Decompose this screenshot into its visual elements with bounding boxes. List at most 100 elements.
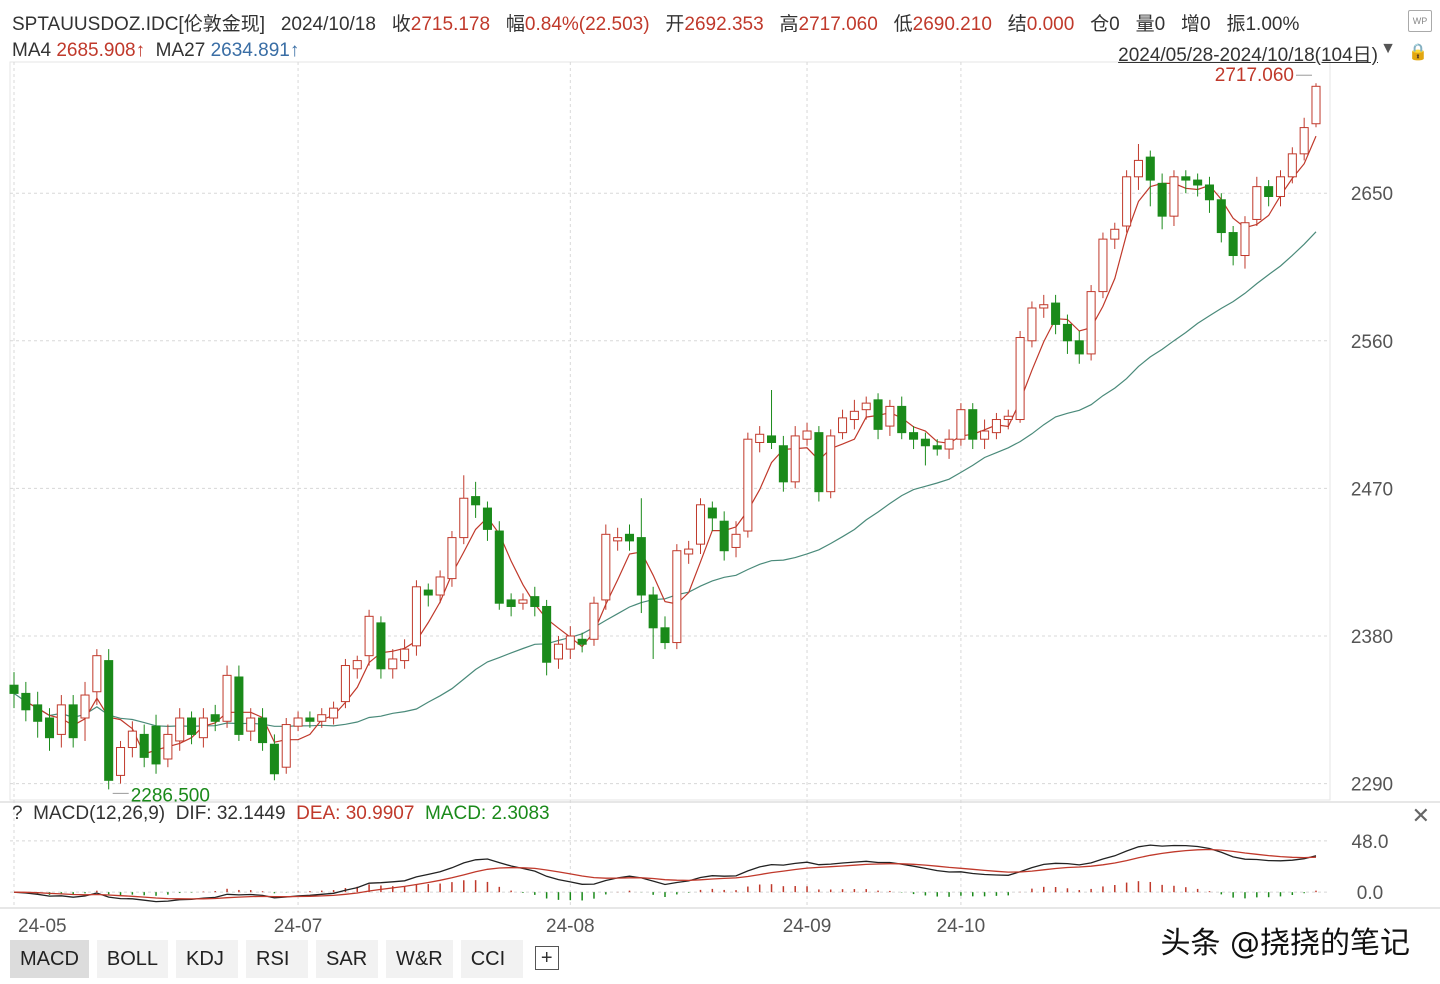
candle-body <box>376 622 386 670</box>
candle-body <box>1181 176 1191 181</box>
candle-body <box>471 496 481 506</box>
candle-body <box>210 714 220 722</box>
high-value: 2717.060 <box>798 14 878 35</box>
macd-title: MACD(12,26,9) <box>33 803 166 824</box>
open-label: 开 <box>665 14 685 35</box>
date-range-selector[interactable]: 2024/05/28-2024/10/18(104日) <box>1118 45 1378 66</box>
candle-body <box>400 648 410 662</box>
tab-rsi[interactable]: RSI <box>246 940 309 978</box>
candle-body <box>695 504 706 545</box>
candle-body <box>849 410 859 421</box>
candle-body <box>246 717 256 732</box>
ma27-value: 2634.891↑ <box>210 40 300 61</box>
candle-body <box>530 596 540 607</box>
macd-value: MACD: 2.3083 <box>424 803 550 824</box>
help-icon[interactable]: ? <box>12 803 23 824</box>
candle-body <box>565 635 575 650</box>
candle-body <box>897 405 907 434</box>
candle-body <box>778 445 788 483</box>
tab-cci[interactable]: CCI <box>460 940 523 978</box>
tab-macd[interactable]: MACD <box>10 940 89 978</box>
candle-body <box>9 684 19 694</box>
low-value: 2690.210 <box>912 14 992 35</box>
candle-body <box>1003 415 1013 421</box>
wp-icon[interactable]: WP <box>1408 10 1432 32</box>
symbol-name: SPTAUUSDOZ.IDC[伦敦金现] <box>12 14 265 35</box>
candle-body <box>187 717 197 735</box>
candle-body <box>624 533 635 542</box>
candle-body <box>826 435 836 493</box>
candle-body <box>1062 323 1072 342</box>
tab-boll[interactable]: BOLL <box>96 940 169 978</box>
candle-body <box>553 643 563 660</box>
candle-body <box>68 704 78 739</box>
candle-body <box>707 507 717 519</box>
candle-body <box>1228 232 1238 257</box>
settle-value: 0.000 <box>1026 14 1075 35</box>
candle-body <box>838 417 848 434</box>
candle-body <box>577 638 587 645</box>
candle-body <box>459 497 469 539</box>
candle-body <box>92 655 102 693</box>
candle-body <box>755 433 765 443</box>
triangle-down-icon[interactable]: ▼ <box>1380 40 1396 57</box>
price-tick-label: 2290 <box>1351 775 1393 796</box>
candle-body <box>660 627 670 644</box>
change-value: 0.84%(22.503) <box>524 14 650 35</box>
close-icon[interactable]: ✕ <box>1411 803 1430 828</box>
candle-body <box>980 430 990 440</box>
date-axis: 24-05 24-07 24-08 24-09 24-10 <box>18 916 985 937</box>
candle-body <box>506 599 516 607</box>
candle-body <box>1169 176 1179 217</box>
candle-body <box>281 724 291 768</box>
candle-body <box>1015 337 1025 421</box>
candle-body <box>364 615 374 657</box>
settle-label: 结 <box>1007 14 1027 35</box>
tab-kdj[interactable]: KDJ <box>176 940 239 978</box>
ma27-polyline <box>13 231 1317 728</box>
candle-body <box>340 665 350 703</box>
candle-body <box>80 694 90 719</box>
macd-panel <box>13 844 1317 903</box>
candle-body <box>802 430 812 440</box>
candle-body <box>589 602 599 640</box>
candle-body <box>956 409 966 440</box>
candle-body <box>944 438 954 450</box>
price-tick-label: 2560 <box>1351 332 1393 353</box>
candle-body <box>127 730 137 749</box>
candle-body <box>423 589 433 596</box>
candle-body <box>1074 340 1084 355</box>
candle-body <box>494 530 504 604</box>
ma4-label: MA4 <box>12 40 52 61</box>
candle-body <box>234 676 244 735</box>
ma27-label: MA27 <box>155 40 206 61</box>
tab-wr[interactable]: W&R <box>386 940 453 978</box>
candle-body <box>329 707 339 719</box>
indicator-tabs: MACD BOLL KDJ RSI SAR W&R CCI + <box>10 940 559 978</box>
tab-sar[interactable]: SAR <box>316 940 379 978</box>
candle-body <box>1027 307 1037 342</box>
candle-body <box>885 405 895 427</box>
source-watermark: 头条 @挠挠的笔记 <box>1160 926 1410 961</box>
candle-body <box>909 432 919 440</box>
candle-body <box>1275 176 1286 197</box>
dea-line <box>13 848 1317 900</box>
add-indicator-button[interactable]: + <box>534 946 559 970</box>
low-annotation: 2286.500 <box>131 785 210 806</box>
date-tick-label: 24-08 <box>546 916 595 937</box>
candle-body <box>151 725 161 765</box>
candle-body <box>719 520 729 552</box>
candle-body <box>305 717 315 722</box>
candle-body <box>44 717 55 739</box>
high-annotation: 2717.060 <box>1215 65 1294 86</box>
candle-body <box>601 533 611 601</box>
candle-body <box>648 594 658 629</box>
increase-value: 0 <box>1200 14 1211 35</box>
candle-body <box>435 576 445 596</box>
candlestick-series <box>9 83 1321 790</box>
candle-body <box>1193 179 1203 186</box>
open-value: 2692.353 <box>684 14 764 35</box>
lock-icon[interactable]: 🔒 <box>1408 44 1428 61</box>
candle-body <box>991 419 1001 434</box>
candle-body <box>731 533 741 548</box>
